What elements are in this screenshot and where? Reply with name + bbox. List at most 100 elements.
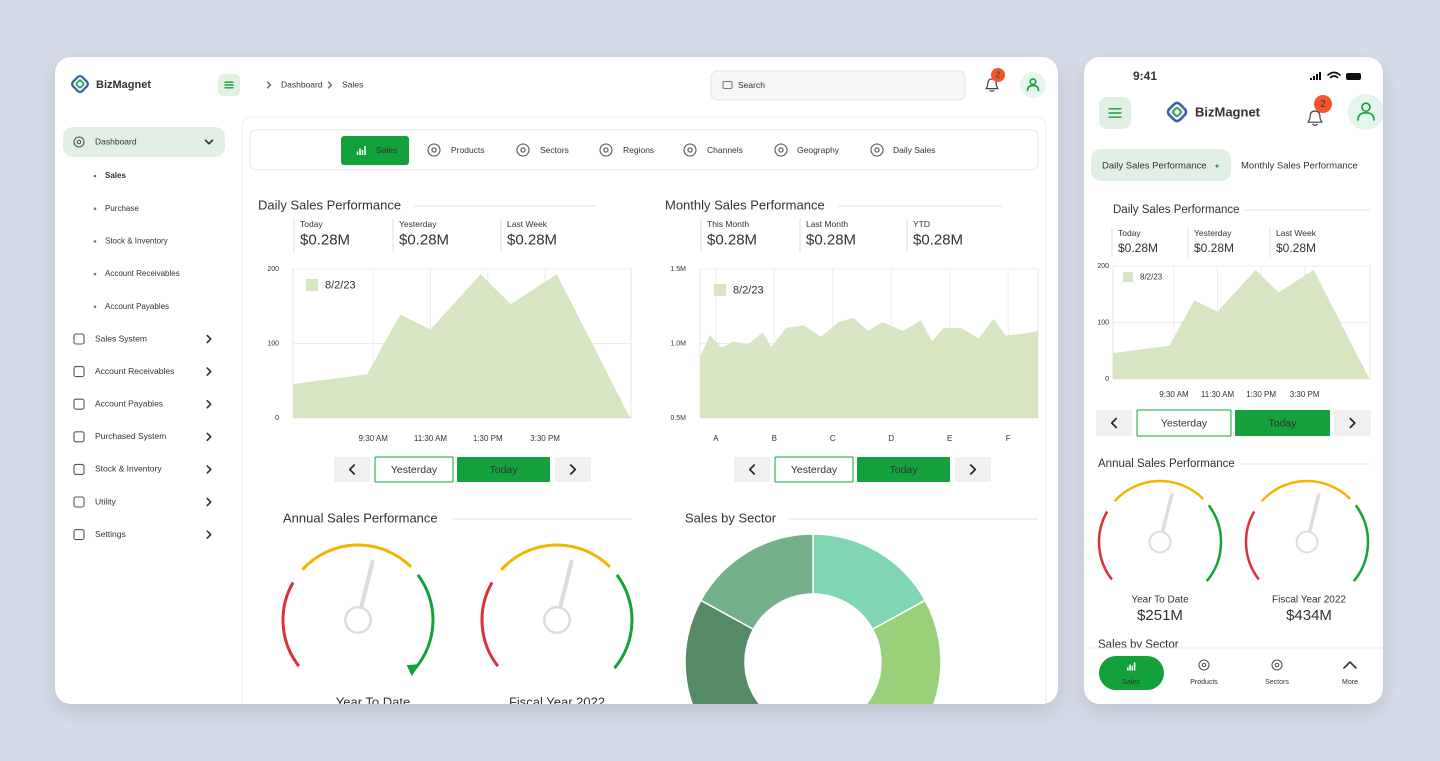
yesterday-button[interactable]	[774, 456, 854, 483]
icon	[427, 143, 441, 157]
yesterday-button[interactable]	[374, 456, 454, 483]
status-time: 9:41	[1133, 69, 1157, 83]
tab-active[interactable]	[341, 136, 409, 165]
stat-label: This Month	[707, 219, 749, 229]
next-button[interactable]	[1334, 410, 1371, 436]
icon	[599, 143, 613, 157]
sidebar-icon	[73, 529, 85, 541]
section-title: Annual Sales Performance	[283, 510, 438, 525]
chevron	[569, 464, 577, 475]
prev-button[interactable]	[1096, 410, 1132, 436]
button-label: Yesterday	[1161, 417, 1208, 429]
logo-icon	[75, 79, 85, 89]
nav-active[interactable]	[1099, 656, 1164, 690]
sidebar-item: Settings	[95, 529, 126, 539]
prev-button[interactable]	[734, 457, 770, 482]
area-line	[1112, 269, 1370, 380]
icon	[603, 147, 609, 153]
section-title: Daily Sales Performance	[258, 197, 401, 212]
gauge-label: Fiscal Year 2022	[1272, 595, 1346, 606]
chevron	[1349, 417, 1356, 429]
signal-bar	[1313, 76, 1315, 80]
person-icon	[1026, 78, 1040, 92]
nav-label: More	[1342, 679, 1358, 686]
x-tick-label: 11:30 AM	[414, 434, 448, 443]
logo-icon	[1171, 106, 1183, 118]
chevron	[204, 139, 214, 145]
badge-count: 2	[996, 71, 1001, 80]
tab-label: Sales	[376, 145, 397, 155]
icon	[1274, 662, 1280, 668]
sidebar-item: Utility	[95, 496, 117, 506]
area-fill	[1113, 270, 1369, 379]
sidebar-icon	[73, 463, 85, 475]
avatar[interactable]	[1348, 94, 1384, 130]
logo-icon	[1166, 101, 1188, 123]
tab-label: Products	[451, 145, 485, 155]
gauge-hub	[344, 606, 372, 634]
gauge-needle	[1307, 492, 1321, 534]
pill[interactable]	[1234, 149, 1384, 181]
brand: BizMagnet	[96, 79, 151, 91]
gauge-arc	[613, 573, 634, 670]
bullet	[93, 207, 97, 210]
icon	[516, 143, 530, 157]
chevron	[1343, 661, 1357, 669]
y-tick-label: 0	[1105, 376, 1109, 383]
stat-value: $0.28M	[399, 231, 449, 248]
donut-slice	[714, 705, 784, 761]
sidebar-item: Dashboard	[95, 136, 137, 146]
pill-active[interactable]	[1091, 149, 1231, 181]
next-button[interactable]	[955, 457, 991, 482]
pill-dot	[1215, 164, 1219, 168]
mobile: 9:41 BizMagnet 2 Daily Sales Performance Mon…	[1084, 69, 1384, 704]
x-tick-label: C	[830, 434, 836, 443]
today-button[interactable]	[457, 457, 550, 482]
section-title: Sales by Sector	[685, 510, 777, 525]
button-label: Today	[889, 464, 918, 476]
sidebar-icon	[73, 333, 85, 345]
chevron	[206, 530, 212, 539]
stat-label: Yesterday	[399, 219, 437, 229]
stat-label: Last Month	[806, 219, 848, 229]
donut-slice	[699, 533, 814, 631]
next-button[interactable]	[555, 457, 591, 482]
chevron	[969, 464, 977, 475]
stat-label: Last Week	[507, 219, 548, 229]
chevron	[327, 81, 333, 89]
x-tick-label: A	[713, 434, 719, 443]
sidebar-icon	[73, 496, 85, 508]
sidebar-icon	[73, 398, 85, 410]
area-fill	[700, 318, 1038, 418]
sidebar-item: Purchased System	[95, 431, 166, 441]
x-tick-label: 9:30 AM	[359, 434, 389, 443]
tab-label: Geography	[797, 145, 840, 155]
y-tick-label: 100	[1097, 319, 1109, 326]
wifi-icon	[1327, 71, 1341, 79]
bullet	[93, 272, 97, 276]
search-box[interactable]	[710, 70, 966, 101]
y-tick-label: 200	[1097, 263, 1109, 270]
yesterday-button[interactable]	[1136, 409, 1232, 437]
gauge-arrow	[406, 664, 420, 677]
sidebar-icon	[73, 366, 85, 378]
tab-label: Regions	[623, 145, 654, 155]
gauge-arc	[281, 581, 301, 668]
prev-button[interactable]	[334, 457, 370, 482]
gauge-arc	[500, 543, 612, 571]
donut-slice	[833, 599, 942, 704]
legend-swatch	[1123, 272, 1133, 282]
sidebar-item: Stock & Inventory	[95, 464, 162, 474]
sidebar-active[interactable]	[63, 127, 225, 157]
area-fill	[293, 274, 630, 418]
gauge-arc	[480, 581, 500, 668]
today-button[interactable]	[857, 457, 950, 482]
x-tick-label: E	[947, 434, 952, 443]
bullet	[93, 305, 97, 309]
gauge-arc	[1097, 510, 1113, 581]
brand: BizMagnet	[1195, 104, 1261, 119]
today-button[interactable]	[1235, 410, 1330, 436]
signal-bar	[1310, 78, 1312, 80]
signal-bar	[1316, 74, 1318, 80]
